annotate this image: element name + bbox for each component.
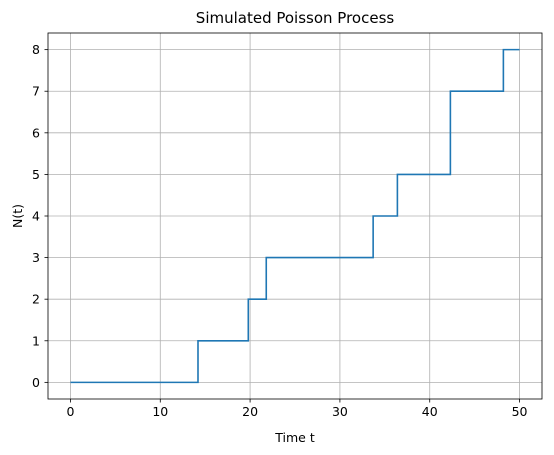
x-axis-ticks: 0 10 20 30 40 50 xyxy=(66,399,528,419)
x-axis-label: Time t xyxy=(274,430,315,445)
x-tick-label: 10 xyxy=(152,404,168,419)
y-axis-label: N(t) xyxy=(10,204,25,228)
y-tick-label: 8 xyxy=(32,42,40,57)
x-tick-label: 30 xyxy=(332,404,348,419)
y-tick-label: 2 xyxy=(32,292,40,307)
series-layer xyxy=(70,48,520,384)
x-tick-label: 50 xyxy=(512,404,528,419)
x-tick-label: 0 xyxy=(66,404,74,419)
y-tick-label: 1 xyxy=(32,333,40,348)
x-tick-label: 20 xyxy=(242,404,258,419)
y-tick-label: 0 xyxy=(32,375,40,390)
series-step-line xyxy=(70,48,520,384)
y-tick-label: 7 xyxy=(32,84,40,99)
y-axis-ticks: 0 1 2 3 4 5 6 7 8 xyxy=(32,42,48,390)
y-tick-label: 5 xyxy=(32,167,40,182)
x-tick-label: 40 xyxy=(422,404,438,419)
y-tick-label: 4 xyxy=(32,209,40,224)
y-tick-label: 6 xyxy=(32,125,40,140)
chart-title: Simulated Poisson Process xyxy=(196,9,395,27)
y-tick-label: 3 xyxy=(32,250,40,265)
